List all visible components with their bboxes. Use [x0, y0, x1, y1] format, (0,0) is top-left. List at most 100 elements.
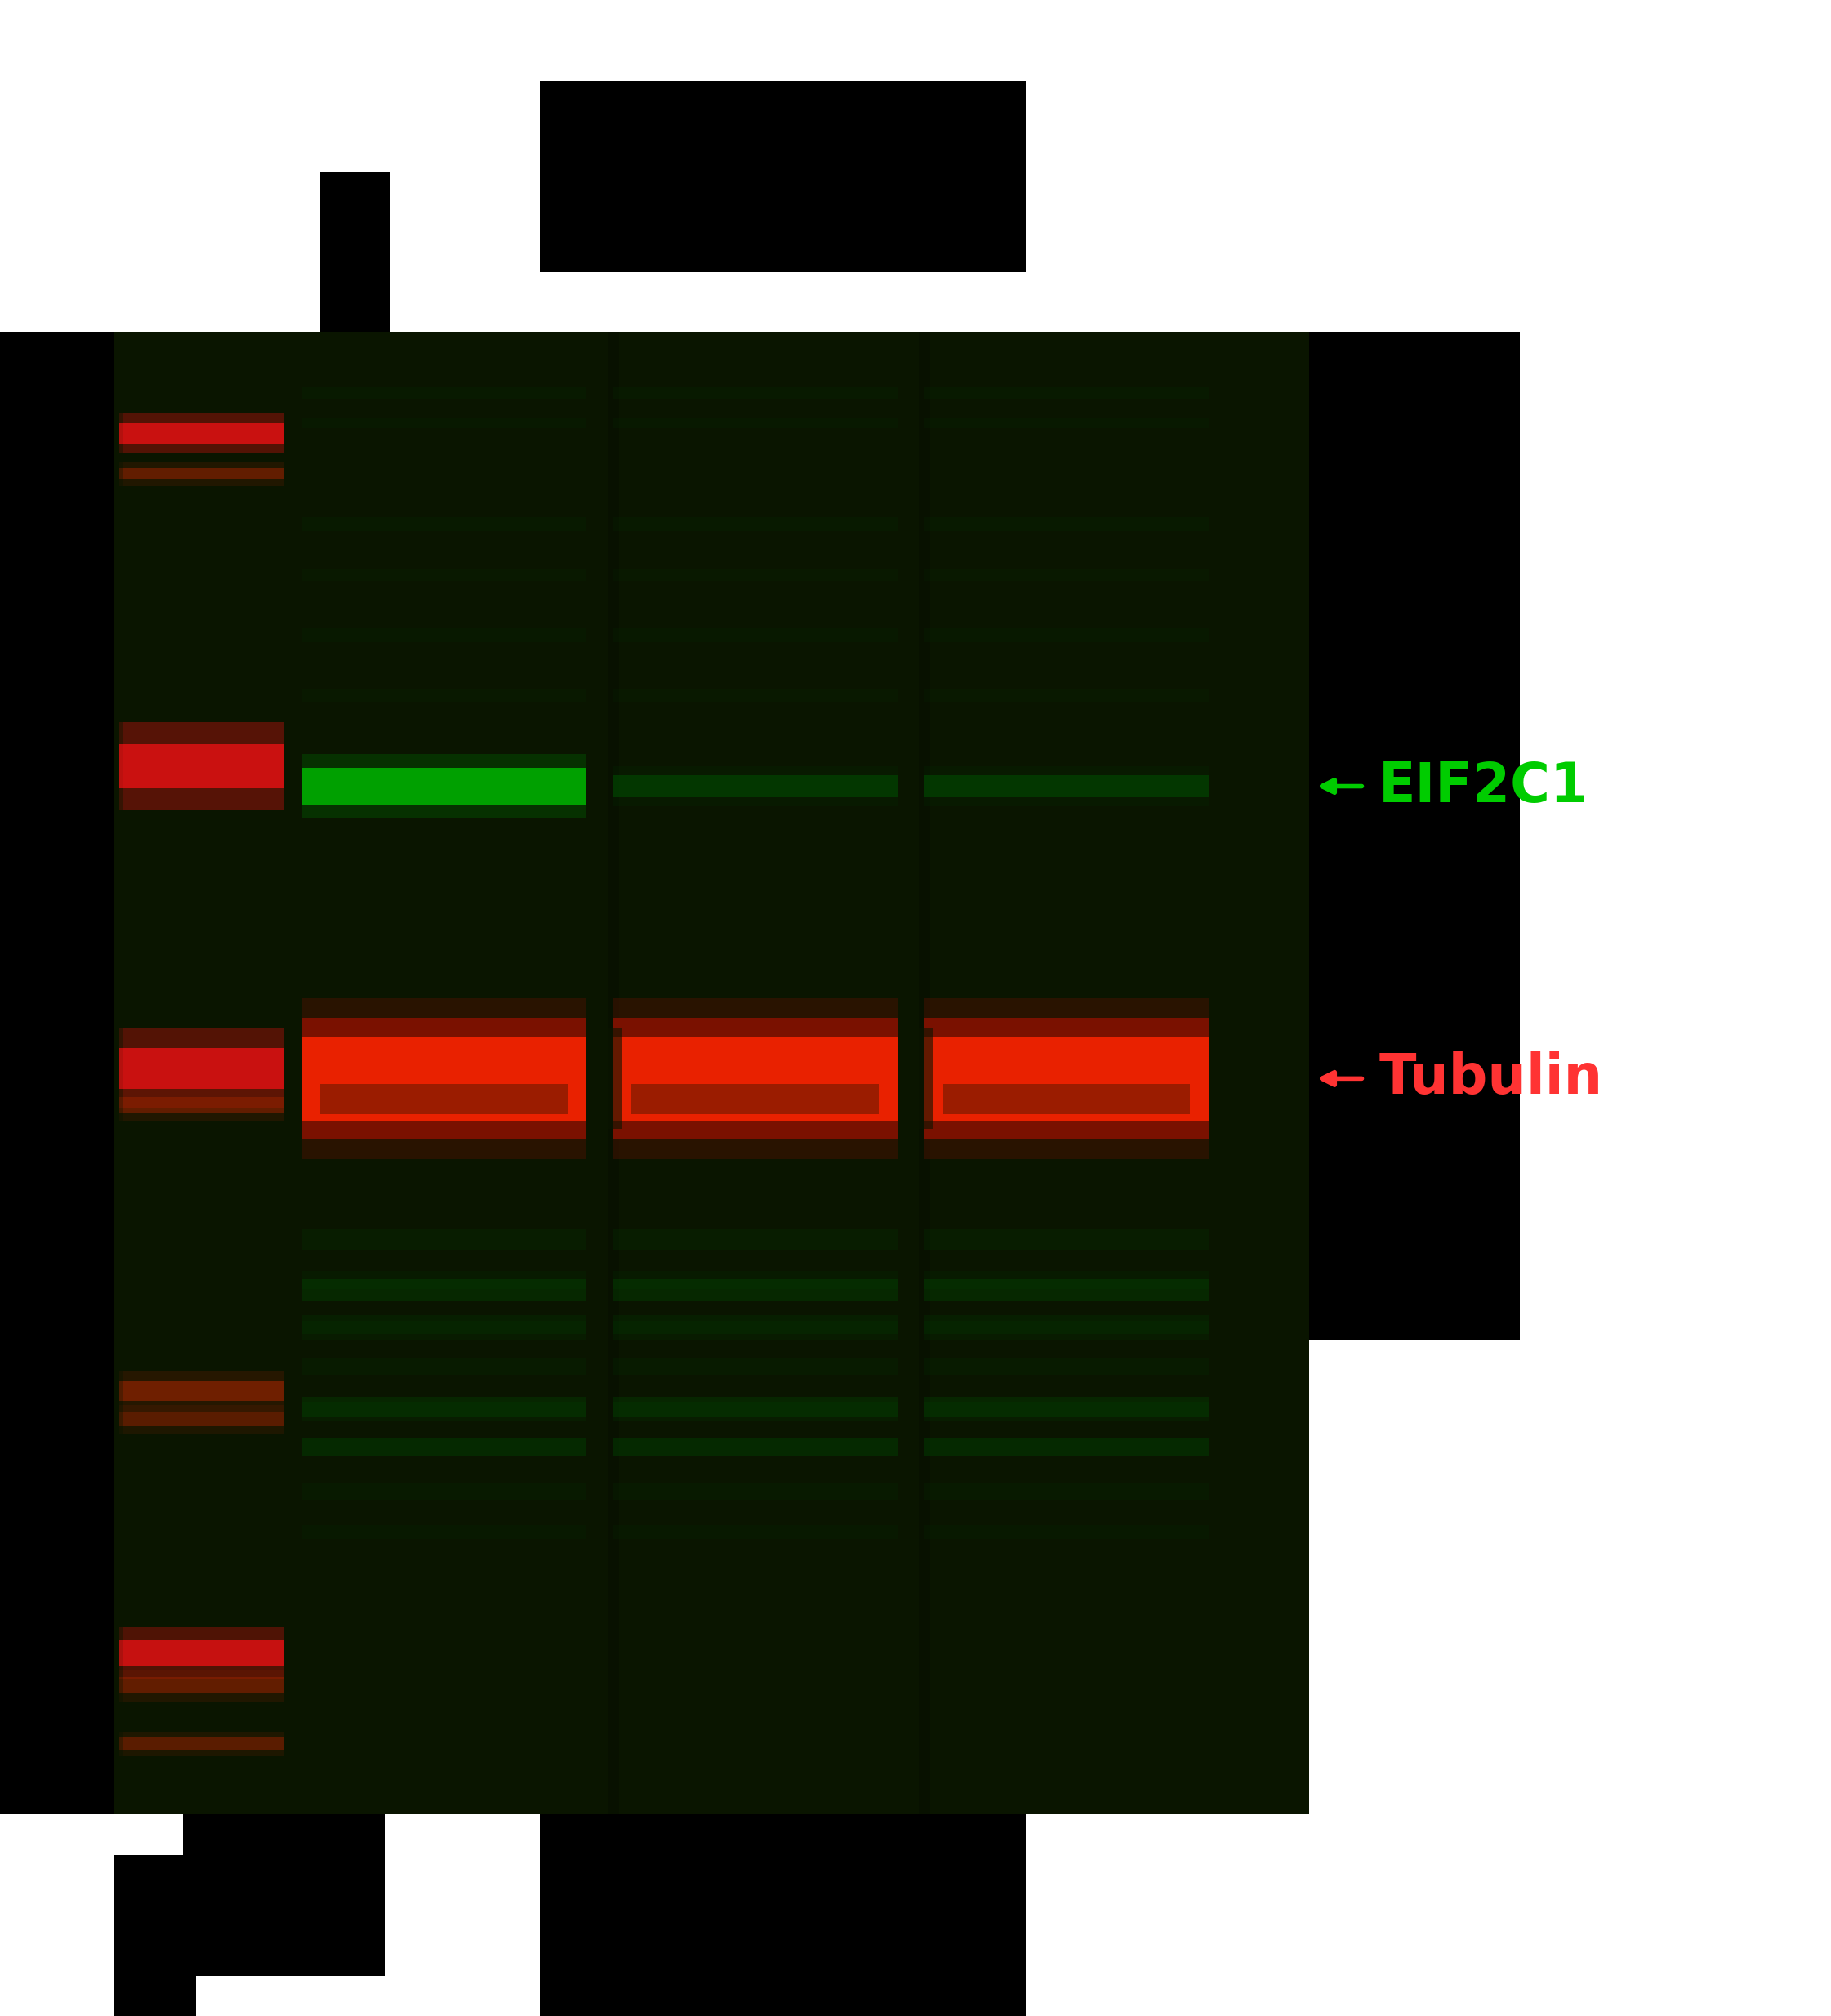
Bar — [943, 1085, 1190, 1115]
Bar — [119, 1381, 284, 1401]
Bar — [604, 1028, 623, 1129]
Bar — [119, 1732, 284, 1756]
Bar — [119, 1669, 284, 1702]
Bar — [119, 1669, 284, 1702]
Bar — [613, 1316, 897, 1335]
Bar — [925, 774, 1208, 798]
Bar — [302, 1036, 586, 1121]
Bar — [119, 462, 284, 486]
Bar — [302, 689, 586, 702]
Bar — [119, 1627, 284, 1679]
Bar — [119, 1089, 284, 1121]
Bar — [925, 1036, 1208, 1121]
Bar — [613, 998, 897, 1159]
Bar — [925, 387, 1208, 399]
Bar — [119, 1048, 284, 1089]
Bar — [613, 629, 897, 643]
Bar — [613, 774, 897, 798]
Bar — [302, 754, 586, 818]
Bar — [925, 419, 1208, 429]
Bar — [119, 1738, 284, 1750]
Bar — [119, 1627, 284, 1679]
Bar — [302, 629, 586, 643]
Bar — [919, 333, 930, 1814]
Bar — [925, 1359, 1208, 1375]
Bar — [916, 1028, 934, 1129]
Bar — [119, 1405, 284, 1433]
Bar — [608, 333, 619, 1814]
Bar — [613, 1439, 897, 1456]
Bar — [302, 1359, 586, 1375]
Bar — [302, 1439, 586, 1456]
Bar — [302, 1403, 586, 1419]
Bar — [119, 1411, 284, 1427]
Bar — [119, 413, 284, 454]
Bar — [302, 768, 586, 804]
Bar — [613, 1320, 897, 1341]
Bar — [302, 1484, 586, 1500]
Bar — [302, 998, 586, 1159]
Bar — [925, 516, 1208, 532]
Bar — [613, 419, 897, 429]
Bar — [613, 1036, 897, 1121]
Bar — [925, 1280, 1208, 1302]
Bar — [119, 722, 284, 810]
Bar — [302, 516, 586, 532]
Bar — [302, 1526, 586, 1540]
Bar — [119, 423, 284, 444]
Bar — [0, 333, 114, 1814]
Bar — [613, 1280, 897, 1302]
Bar — [613, 1397, 897, 1417]
Bar — [613, 1230, 897, 1250]
Bar — [302, 1272, 586, 1290]
Bar — [540, 81, 1025, 272]
Bar — [119, 1097, 284, 1113]
Bar — [302, 419, 586, 429]
Bar — [302, 1316, 586, 1335]
Bar — [110, 333, 1309, 1814]
Bar — [925, 1316, 1208, 1335]
Bar — [302, 1320, 586, 1341]
Bar — [119, 1089, 284, 1121]
Bar — [119, 1641, 284, 1665]
Bar — [302, 1439, 586, 1456]
Bar — [1309, 333, 1520, 1341]
Bar — [114, 1855, 196, 2016]
Text: EIF2C1: EIF2C1 — [1379, 760, 1589, 812]
Bar — [119, 413, 284, 454]
Bar — [119, 1641, 284, 1665]
Bar — [613, 1359, 897, 1375]
Bar — [925, 1230, 1208, 1250]
Bar — [613, 1403, 897, 1419]
Bar — [302, 1397, 586, 1417]
Bar — [119, 1028, 284, 1109]
Bar — [613, 766, 897, 806]
Bar — [613, 1484, 897, 1500]
Bar — [925, 998, 1208, 1159]
Bar — [613, 1439, 897, 1456]
Bar — [119, 1677, 284, 1693]
Bar — [925, 689, 1208, 702]
Bar — [613, 1272, 897, 1290]
Bar — [119, 1738, 284, 1750]
Bar — [119, 722, 284, 810]
Bar — [925, 1397, 1208, 1417]
Bar — [119, 1732, 284, 1756]
Bar — [119, 1405, 284, 1433]
Bar — [119, 468, 284, 480]
Bar — [183, 1814, 385, 1976]
Bar — [119, 744, 284, 788]
Bar — [925, 569, 1208, 581]
Bar — [925, 1439, 1208, 1456]
Bar — [119, 744, 284, 788]
Bar — [119, 1097, 284, 1113]
Bar — [302, 387, 586, 399]
Bar — [114, 333, 123, 1814]
Bar — [925, 1272, 1208, 1290]
Bar — [925, 1526, 1208, 1540]
Bar — [925, 766, 1208, 806]
Bar — [925, 1484, 1208, 1500]
Bar — [119, 1371, 284, 1411]
Bar — [119, 1411, 284, 1427]
Bar — [613, 1018, 897, 1139]
